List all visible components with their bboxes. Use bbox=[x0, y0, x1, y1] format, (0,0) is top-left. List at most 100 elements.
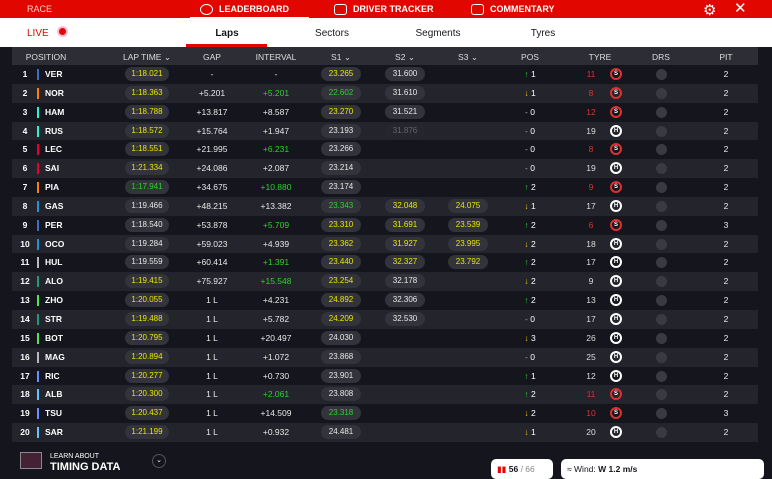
position-change-value: 2 bbox=[530, 219, 536, 230]
interval: +5.201 bbox=[262, 87, 290, 98]
position-change-value: 1 bbox=[530, 370, 536, 381]
position-change: ↓ 2 bbox=[524, 408, 535, 418]
position-change: - 0 bbox=[525, 352, 535, 362]
nav-leaderboard[interactable]: LEADERBOARD bbox=[189, 0, 310, 19]
team-color-bar bbox=[37, 182, 39, 194]
table-row[interactable]: 12 ALO 1:19.415 +75.927 +15.548 23.254 32.178 ↓… bbox=[12, 272, 758, 292]
tyre-compound-icon: S bbox=[610, 68, 622, 80]
position-change: ↑ 1 bbox=[524, 371, 535, 381]
table-row[interactable]: 19 TSU 1:20.437 1 L +14.509 23.318 ↓ 2 10 S 3 bbox=[12, 404, 758, 423]
tyre-compound-icon: S bbox=[610, 181, 622, 194]
tyre-age: 19 bbox=[586, 163, 596, 174]
driver-code: PER bbox=[45, 219, 63, 230]
pit-count: 2 bbox=[723, 389, 729, 400]
driver-code: SAI bbox=[45, 163, 60, 174]
arrow-down-icon: ↓ bbox=[524, 332, 529, 343]
tyre-age: 8 bbox=[588, 144, 594, 155]
sector-s1: 23.868 bbox=[321, 349, 361, 364]
gap: 1 L bbox=[206, 370, 218, 381]
nav-driver-tracker[interactable]: DRIVER TRACKER bbox=[334, 0, 434, 18]
position-number: 17 bbox=[20, 370, 30, 381]
position-number: 6 bbox=[22, 163, 28, 174]
position-change: ↑ 1 bbox=[524, 69, 535, 79]
tab-segments[interactable]: Segments bbox=[415, 28, 461, 39]
table-row[interactable]: 5 LEC 1:18.551 +21.995 +6.231 23.266 - 0 8 S 2 bbox=[12, 140, 758, 159]
pit-count: 2 bbox=[723, 163, 729, 174]
tyre-age: 17 bbox=[586, 313, 596, 324]
table-row[interactable]: 3 HAM 1:18.788 +13.817 +8.587 23.270 31.521 - 0… bbox=[12, 103, 758, 122]
tab-laps[interactable]: Laps bbox=[215, 28, 239, 39]
sector-s1: 23.214 bbox=[321, 161, 361, 176]
tyre-age: 17 bbox=[586, 200, 596, 211]
gap: +34.675 bbox=[196, 182, 228, 193]
chevron-down-icon[interactable]: ⌄ bbox=[152, 454, 166, 468]
tyre-age: 8 bbox=[588, 87, 594, 98]
driver-code: BOT bbox=[45, 332, 63, 343]
close-icon[interactable]: ✕ bbox=[734, 0, 747, 17]
position-change-value: 0 bbox=[530, 125, 535, 136]
sector-s3: 23.539 bbox=[448, 217, 488, 232]
gear-icon[interactable]: ⚙ bbox=[703, 2, 717, 19]
table-row[interactable]: 17 RIC 1:20.277 1 L +0.730 23.901 ↑ 1 12 H 2 bbox=[12, 367, 758, 386]
team-color-bar bbox=[37, 389, 39, 401]
table-row[interactable]: 18 ALB 1:20.300 1 L +2.061 23.808 ↑ 2 11 S 2 bbox=[12, 385, 758, 405]
pit-count: 2 bbox=[723, 276, 729, 287]
position-change: ↑ 2 bbox=[524, 182, 535, 192]
pit-count: 2 bbox=[723, 125, 729, 136]
column-header[interactable]: S3 ⌄ bbox=[458, 52, 478, 62]
column-header[interactable]: S1 ⌄ bbox=[331, 52, 351, 62]
table-row[interactable]: 7 PIA 1:17.941 +34.675 +10.880 23.174 ↑ 2 9 S 2 bbox=[12, 178, 758, 197]
table-row[interactable]: 20 SAR 1:21.199 1 L +0.932 24.481 ↓ 1 20 H 2 bbox=[12, 423, 758, 442]
table-row[interactable]: 15 BOT 1:20.795 1 L +20.497 24.030 ↓ 3 26 H 2 bbox=[12, 329, 758, 348]
table-row[interactable]: 16 MAG 1:20.894 1 L +1.072 23.868 - 0 25 H 2 bbox=[12, 347, 758, 367]
arrow-same-icon: - bbox=[525, 106, 528, 117]
position-change: ↑ 2 bbox=[524, 257, 535, 267]
position-change-value: 1 bbox=[530, 87, 536, 98]
driver-code: LEC bbox=[45, 144, 62, 155]
table-row[interactable]: 1 VER 1:18.021- -23.265 31.600 ↑ 1 11 S 2 bbox=[12, 65, 758, 84]
column-header[interactable]: S2 ⌄ bbox=[395, 52, 415, 62]
pit-count: 3 bbox=[723, 219, 729, 230]
tyre-age: 9 bbox=[588, 276, 594, 287]
timing-data-label[interactable]: TIMING DATA bbox=[50, 461, 121, 473]
table-row[interactable]: 8 GAS 1:19.466 +48.215 +13.382 23.343 32.048 24… bbox=[12, 196, 758, 216]
table-row[interactable]: 6 SAI 1:21.334 +24.086 +2.087 23.214 - 0 19 H 2 bbox=[12, 159, 758, 179]
arrow-down-icon: ↓ bbox=[524, 408, 529, 419]
position-change: ↓ 1 bbox=[524, 201, 535, 211]
position-change-value: 2 bbox=[530, 238, 536, 249]
tab-sectors[interactable]: Sectors bbox=[315, 28, 349, 39]
table-row[interactable]: 14 STR 1:19.488 1 L +5.782 24.209 32.530 - 0 17 H… bbox=[12, 309, 758, 329]
team-color-bar bbox=[37, 257, 39, 269]
position-number: 20 bbox=[20, 427, 30, 438]
tyre-compound-icon: H bbox=[610, 369, 622, 382]
nav-label: DRIVER TRACKER bbox=[353, 4, 434, 14]
pit-count: 2 bbox=[723, 351, 729, 362]
weather-card[interactable]: ≈ Wind: W 1.2 m/s bbox=[561, 459, 764, 479]
lap-time: 1:18.363 bbox=[125, 85, 169, 100]
position-change: - 0 bbox=[525, 126, 535, 136]
table-row[interactable]: 9 PER 1:18.540 +53.878 +5.709 23.310 31.691 23.… bbox=[12, 216, 758, 235]
tyre-compound-icon: H bbox=[610, 237, 622, 250]
commentary-icon bbox=[471, 3, 484, 15]
column-header[interactable]: LAP TIME ⌄ bbox=[123, 52, 171, 62]
position-change-value: 0 bbox=[530, 351, 535, 362]
table-row[interactable]: 4 RUS 1:18.572 +15.764 +1.947 23.193 31.876 - 0… bbox=[12, 121, 758, 141]
position-change-value: 0 bbox=[530, 106, 535, 117]
lap-time: 1:21.334 bbox=[125, 161, 169, 176]
lap-total: / 66 bbox=[520, 464, 535, 474]
arrow-same-icon: - bbox=[525, 351, 528, 362]
lap-time: 1:20.437 bbox=[125, 406, 169, 421]
position-number: 16 bbox=[20, 351, 30, 362]
tab-tyres[interactable]: Tyres bbox=[530, 28, 556, 39]
lap-time: 1:18.788 bbox=[125, 104, 169, 119]
drs-indicator bbox=[656, 87, 667, 99]
table-row[interactable]: 2 NOR 1:18.363 +5.201 +5.201 22.602 31.610 ↓ 1 8… bbox=[12, 83, 758, 103]
position-number: 12 bbox=[20, 276, 30, 287]
team-color-bar bbox=[37, 370, 39, 382]
arrow-down-icon: ↓ bbox=[524, 200, 529, 211]
table-row[interactable]: 11 HUL 1:19.559 +60.414 +1.391 23.440 32.327 23… bbox=[12, 253, 758, 272]
position-change: - 0 bbox=[525, 144, 535, 154]
table-row[interactable]: 10 OCO 1:19.284 +59.023 +4.939 23.362 31.927 23… bbox=[12, 234, 758, 254]
nav-commentary[interactable]: COMMENTARY bbox=[471, 0, 555, 18]
table-row[interactable]: 13 ZHO 1:20.055 1 L +4.231 24.892 32.306 ↑ 2 13 H… bbox=[12, 291, 758, 310]
